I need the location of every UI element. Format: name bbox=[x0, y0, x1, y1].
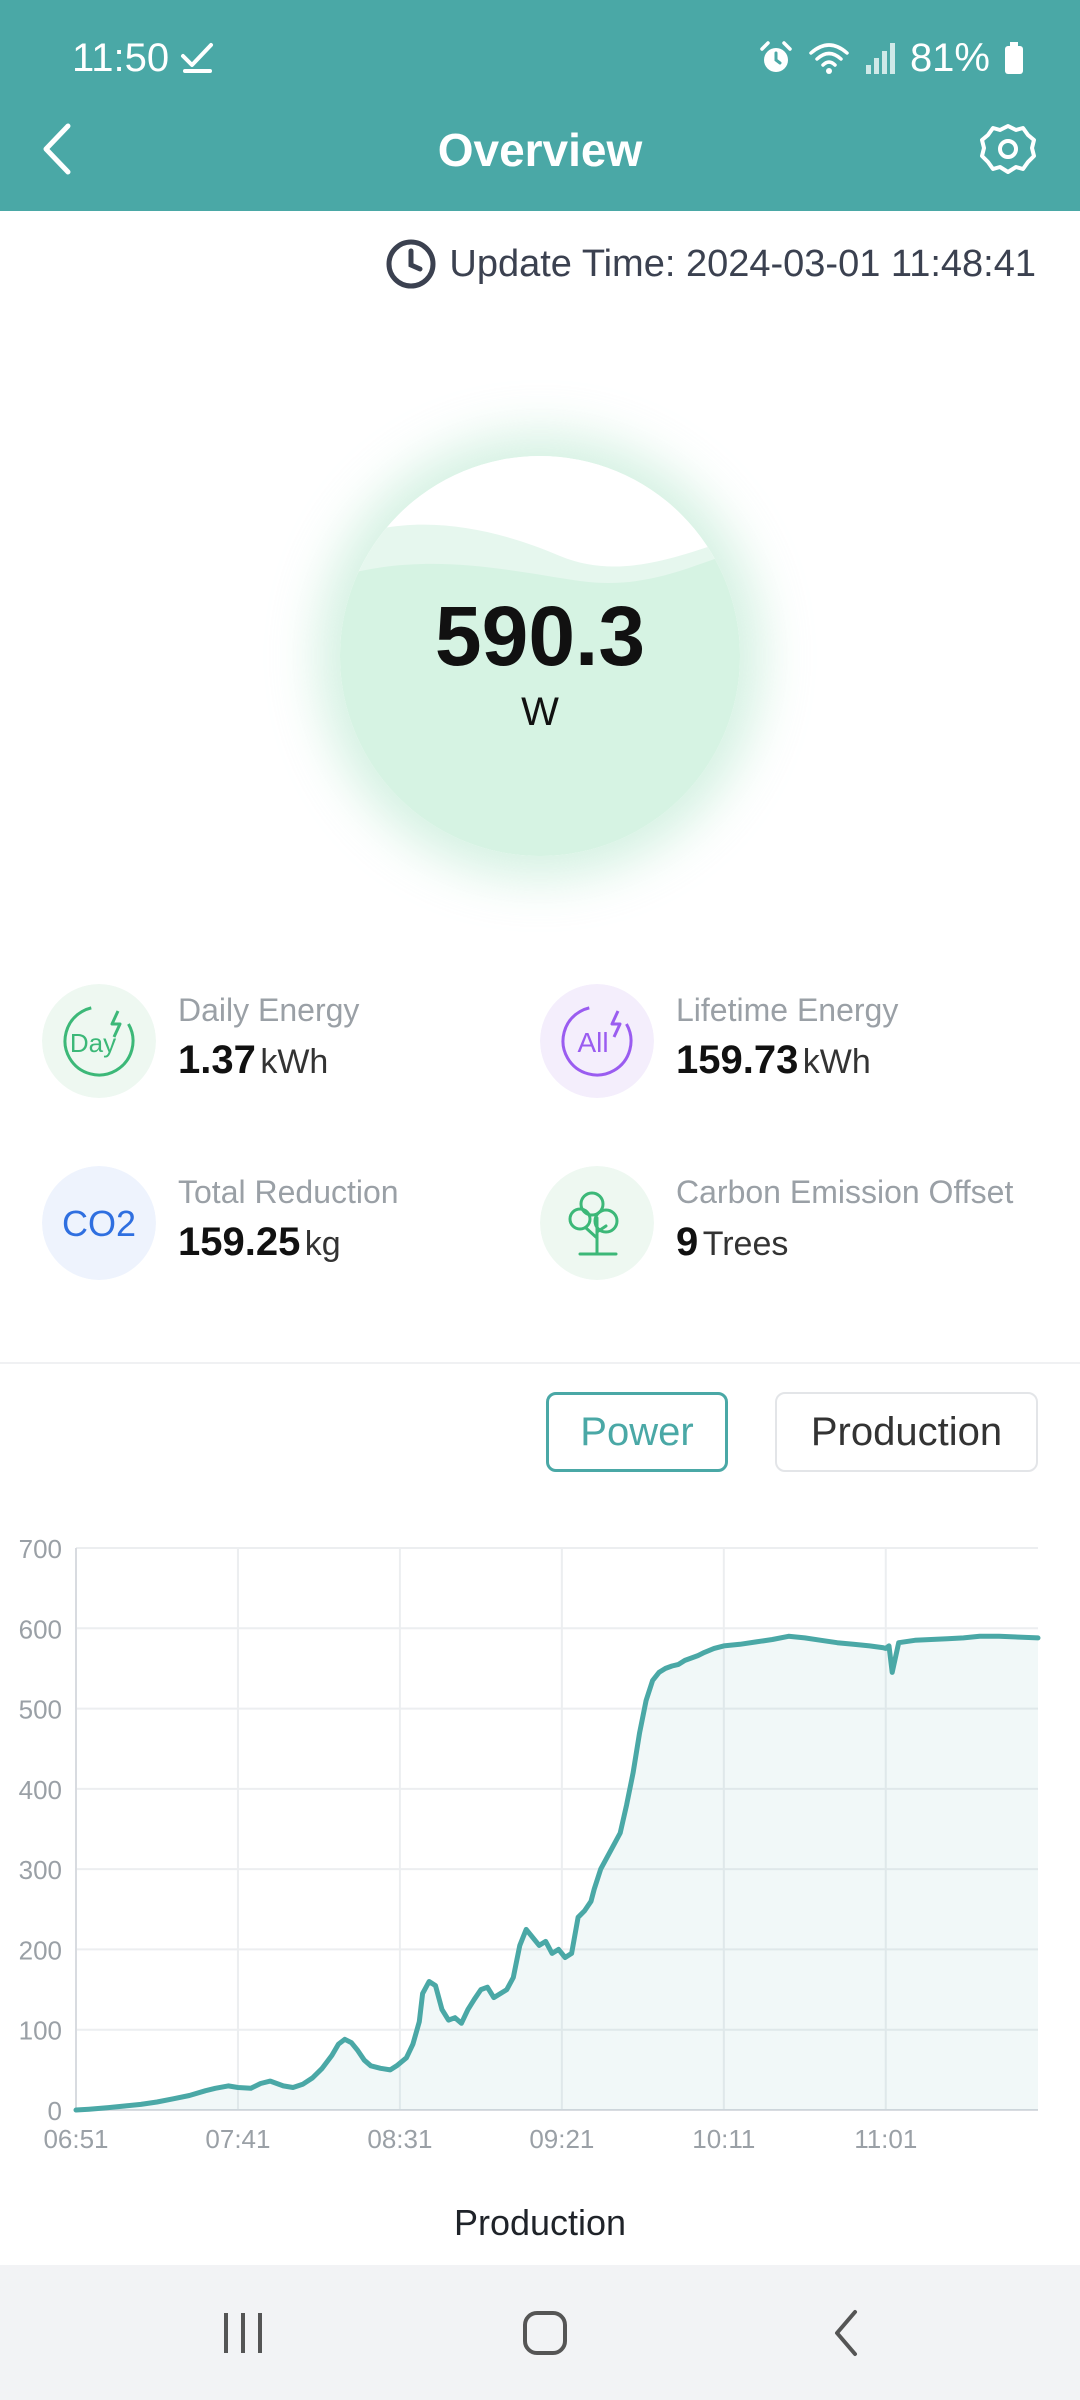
stat-label: Carbon Emission Offset bbox=[676, 1174, 1014, 1210]
back-nav-icon bbox=[835, 2309, 857, 2356]
y-tick-label: 0 bbox=[48, 2096, 62, 2126]
app-header: 11:50 81% Overview bbox=[0, 0, 1080, 211]
x-tick-label: 07:41 bbox=[205, 2124, 270, 2154]
recent-apps-button[interactable] bbox=[163, 2265, 323, 2400]
tree-icon bbox=[540, 1166, 654, 1280]
y-tick-label: 600 bbox=[19, 1614, 62, 1644]
status-icons: 81% bbox=[758, 34, 1024, 82]
x-tick-label: 11:01 bbox=[854, 2124, 917, 2154]
update-time: Update Time: 2024-03-01 11:48:41 bbox=[385, 236, 1036, 292]
x-tick-label: 06:51 bbox=[43, 2124, 108, 2154]
settings-gear-icon[interactable] bbox=[978, 119, 1038, 179]
back-nav-button[interactable] bbox=[767, 2265, 927, 2400]
stat-value: 159.73 kWh bbox=[676, 1038, 871, 1082]
signal-icon bbox=[865, 43, 895, 74]
home-button[interactable] bbox=[465, 2265, 625, 2400]
svg-text:Day: Day bbox=[70, 1028, 116, 1058]
y-tick-label: 500 bbox=[19, 1695, 62, 1725]
stat-value: 1.37 kWh bbox=[178, 1038, 329, 1082]
page-title: Overview bbox=[437, 124, 643, 176]
y-tick-label: 100 bbox=[19, 2016, 62, 2046]
y-tick-label: 300 bbox=[19, 1855, 62, 1885]
stat-lifetime-energy: All Lifetime Energy 159.73 kWh bbox=[540, 984, 1040, 1104]
x-tick-label: 08:31 bbox=[367, 2124, 432, 2154]
stat-total-reduction: CO2 Total Reduction 159.25 kg bbox=[42, 1166, 542, 1286]
chart-caption: Production bbox=[453, 2202, 627, 2243]
series-area bbox=[76, 1636, 1038, 2110]
power-unit: W bbox=[521, 690, 559, 734]
day-energy-icon: Day bbox=[42, 984, 156, 1098]
wifi-icon bbox=[809, 43, 849, 74]
tab-production[interactable]: Production bbox=[775, 1392, 1038, 1472]
stat-label: Total Reduction bbox=[178, 1174, 399, 1210]
y-tick-label: 400 bbox=[19, 1775, 62, 1805]
back-arrow-icon[interactable] bbox=[36, 118, 82, 180]
checkmark-icon bbox=[181, 43, 213, 73]
stat-carbon-offset: Carbon Emission Offset 9 Trees bbox=[540, 1166, 1040, 1286]
battery-icon bbox=[1005, 42, 1023, 74]
y-tick-label: 200 bbox=[19, 1935, 62, 1965]
stat-value: 9 Trees bbox=[676, 1220, 789, 1264]
x-tick-label: 10:11 bbox=[692, 2124, 755, 2154]
update-time-label: Update Time: 2024-03-01 11:48:41 bbox=[449, 242, 1036, 285]
stat-value: 159.25 kg bbox=[178, 1220, 341, 1264]
x-tick-label: 09:21 bbox=[529, 2124, 594, 2154]
clock-icon bbox=[386, 239, 436, 289]
tab-power[interactable]: Power bbox=[546, 1392, 728, 1472]
alarm-icon bbox=[760, 41, 792, 72]
battery-percent: 81% bbox=[909, 35, 990, 80]
power-gauge bbox=[340, 456, 740, 856]
recent-apps-icon bbox=[224, 2312, 262, 2353]
status-time: 11:50 bbox=[72, 36, 170, 80]
all-energy-icon: All bbox=[540, 984, 654, 1098]
stat-label: Daily Energy bbox=[178, 992, 360, 1028]
svg-text:All: All bbox=[577, 1027, 608, 1058]
power-chart: 0 100 200 300 400 500 600 700 06:51 07:41 08:31 09:… bbox=[19, 1534, 1041, 2154]
home-icon bbox=[523, 2310, 567, 2355]
series-line bbox=[73, 1633, 1041, 2113]
system-nav-bar bbox=[0, 2265, 1080, 2400]
y-tick-label: 700 bbox=[19, 1534, 62, 1564]
power-value: 590.3 bbox=[434, 589, 646, 683]
co2-icon: CO2 bbox=[42, 1166, 156, 1280]
section-divider bbox=[0, 1362, 1080, 1364]
svg-text:CO2: CO2 bbox=[62, 1203, 136, 1244]
stat-label: Lifetime Energy bbox=[676, 992, 899, 1028]
stat-daily-energy: Day Daily Energy 1.37 kWh bbox=[42, 984, 542, 1104]
